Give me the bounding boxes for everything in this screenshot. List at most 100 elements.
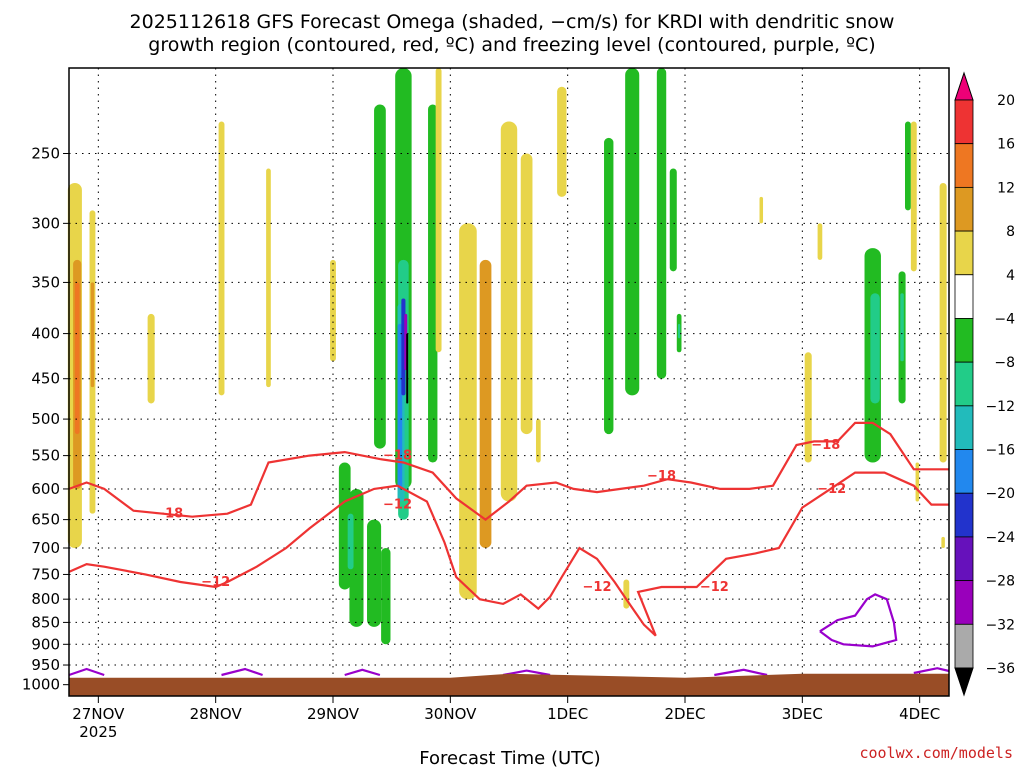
omega-region bbox=[759, 196, 764, 224]
colorbar-box bbox=[954, 143, 974, 188]
contour-label: −12 bbox=[201, 575, 230, 590]
colorbar-box bbox=[954, 449, 974, 494]
omega-region bbox=[374, 104, 386, 449]
freezing-level-contour bbox=[344, 668, 381, 677]
omega-shading bbox=[67, 68, 947, 645]
omega-region bbox=[623, 579, 630, 609]
y-tick-label: 900 bbox=[31, 635, 60, 653]
y-tick-label: 250 bbox=[31, 144, 60, 162]
plot-frame bbox=[68, 67, 950, 697]
gridlines bbox=[69, 68, 949, 696]
contour-label: −18 bbox=[811, 438, 840, 453]
y-tick-label: 850 bbox=[31, 613, 60, 631]
colorbar-box bbox=[954, 186, 974, 232]
freezing-level-contour bbox=[68, 667, 105, 677]
omega-region bbox=[817, 223, 823, 260]
colorbar-box bbox=[954, 318, 974, 363]
x-tick-label: 3DEC bbox=[782, 705, 823, 723]
colorbar-label: −12 bbox=[985, 399, 1015, 415]
omega-region bbox=[625, 68, 640, 396]
colorbar: 20 16 12 8 4 −4 −8 −12 −16 −20 −24 −28 −32 −36 bbox=[954, 71, 1015, 697]
omega-region bbox=[147, 313, 155, 404]
colorbar-label: 4 bbox=[1006, 268, 1015, 284]
y-axis: 250 300 350 400 450 500 550 600 650 700 750 800 850 9… bbox=[22, 144, 69, 694]
contour-label: −12 bbox=[583, 580, 612, 595]
freezing-level-contour bbox=[502, 669, 551, 677]
omega-region bbox=[330, 259, 336, 362]
colorbar-box bbox=[954, 623, 974, 669]
credit-text: coolwx.com/models bbox=[859, 744, 1013, 762]
colorbar-label: 12 bbox=[997, 180, 1015, 196]
omega-region bbox=[604, 137, 614, 435]
y-tick-label: 550 bbox=[31, 447, 60, 465]
y-tick-label: 750 bbox=[31, 565, 60, 583]
omega-region bbox=[870, 293, 880, 404]
y-tick-label: 700 bbox=[31, 539, 60, 557]
omega-region bbox=[347, 513, 354, 570]
omega-region bbox=[910, 121, 917, 272]
y-tick-label: 600 bbox=[31, 480, 60, 498]
x-tick-label: 30NOV bbox=[424, 705, 477, 723]
omega-region bbox=[218, 121, 225, 396]
x-tick-label: 4DEC bbox=[899, 705, 940, 723]
contour-label: −12 bbox=[817, 482, 846, 497]
dgz-contours: −18 −12 −18 −12 −12 −18 −12 −18 −12 bbox=[68, 421, 949, 637]
y-tick-label: 950 bbox=[31, 656, 60, 674]
x-tick-label: 27NOV bbox=[72, 705, 125, 723]
y-tick-label: 500 bbox=[31, 410, 60, 428]
freezing-level-contour bbox=[819, 593, 898, 648]
dgz-contour-minus12 bbox=[68, 471, 949, 637]
x-tick-label: 29NOV bbox=[307, 705, 360, 723]
freezing-level-contour bbox=[913, 667, 950, 675]
omega-region bbox=[520, 153, 533, 435]
contour-label: −12 bbox=[700, 580, 729, 595]
omega-region bbox=[381, 548, 391, 645]
omega-region bbox=[939, 182, 947, 463]
x-tick-label: 2DEC bbox=[664, 705, 705, 723]
contour-label: −18 bbox=[647, 469, 676, 484]
colorbar-box bbox=[954, 361, 974, 407]
freezing-level-contours bbox=[68, 593, 950, 677]
omega-region bbox=[428, 104, 438, 463]
y-tick-label: 300 bbox=[31, 214, 60, 232]
terrain-surface bbox=[69, 673, 949, 696]
colorbar-label: −16 bbox=[985, 443, 1015, 459]
colorbar-label: 20 bbox=[997, 93, 1015, 109]
omega-region bbox=[804, 352, 812, 463]
dgz-contour-minus18 bbox=[68, 421, 949, 521]
omega-region bbox=[406, 333, 409, 404]
colorbar-label: −20 bbox=[985, 486, 1015, 502]
contour-label: −18 bbox=[154, 507, 183, 522]
omega-region bbox=[367, 519, 382, 627]
colorbar-label: −32 bbox=[985, 617, 1015, 633]
freezing-level-contour bbox=[714, 668, 768, 677]
x-tick-sublabel: 2025 bbox=[79, 723, 117, 741]
y-tick-label: 350 bbox=[31, 273, 60, 291]
omega-region bbox=[90, 282, 95, 388]
omega-region bbox=[74, 282, 80, 435]
colorbar-cap-top bbox=[954, 71, 974, 101]
colorbar-label: −4 bbox=[994, 311, 1015, 327]
colorbar-box bbox=[954, 536, 974, 582]
omega-region bbox=[941, 536, 945, 549]
omega-region bbox=[535, 419, 541, 463]
omega-region bbox=[266, 168, 271, 388]
colorbar-cap-bottom bbox=[954, 667, 974, 697]
colorbar-label: −28 bbox=[985, 574, 1015, 590]
y-tick-label: 650 bbox=[31, 511, 60, 529]
plot-area: −18 −12 −18 −12 −12 −18 −12 −18 −12 bbox=[67, 67, 950, 697]
x-tick-label: 1DEC bbox=[547, 705, 588, 723]
y-tick-label: 450 bbox=[31, 370, 60, 388]
x-tick-label: 28NOV bbox=[190, 705, 243, 723]
y-tick-label: 800 bbox=[31, 590, 60, 608]
omega-region bbox=[905, 121, 911, 211]
colorbar-box bbox=[954, 492, 974, 538]
chart-title-line-2: growth region (contoured, red, ºC) and f… bbox=[148, 34, 875, 56]
omega-region bbox=[459, 223, 477, 600]
omega-region bbox=[479, 259, 492, 549]
chart-title-line-1: 2025112618 GFS Forecast Omega (shaded, −… bbox=[130, 11, 895, 33]
omega-region bbox=[669, 168, 677, 272]
omega-region bbox=[397, 323, 403, 489]
